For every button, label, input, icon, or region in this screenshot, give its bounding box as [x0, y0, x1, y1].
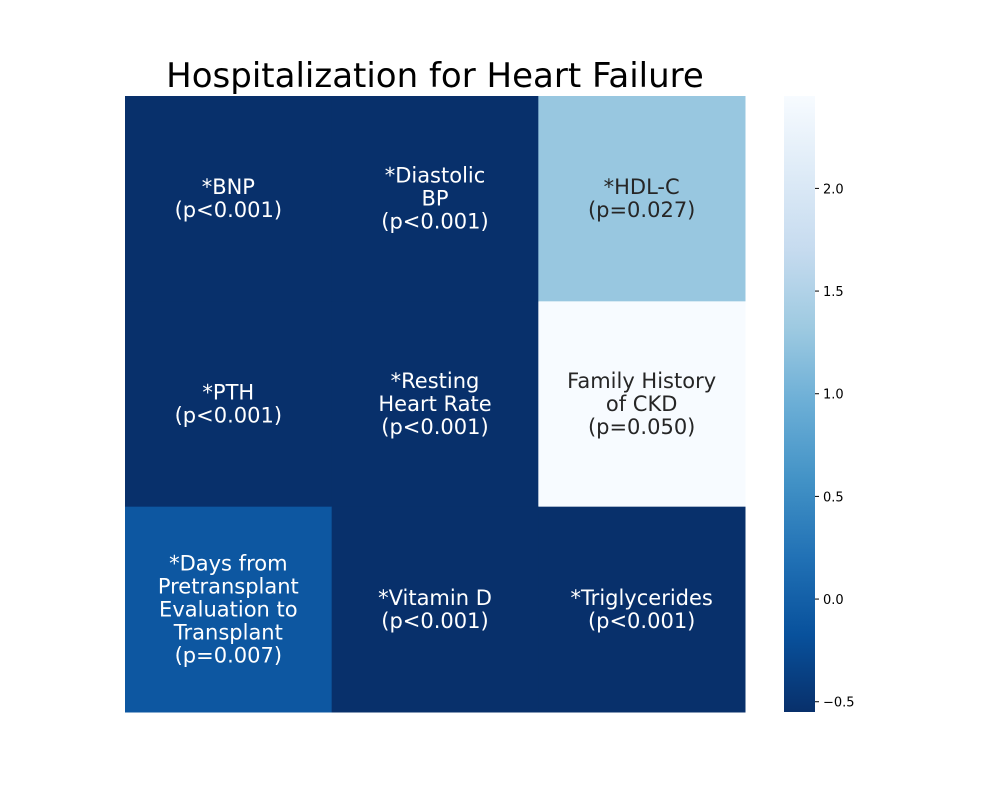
colorbar [784, 96, 815, 712]
heatmap-cell [538, 506, 746, 713]
colorbar-tick-label: 2.0 [823, 182, 844, 197]
heatmap-cell [125, 96, 333, 302]
colorbar-tick-label: 1.0 [823, 388, 844, 403]
heatmap-cell [331, 96, 539, 302]
cell-label: *HDL-C (p=0.027) [588, 175, 695, 222]
heatmap-cell [125, 301, 333, 508]
colorbar-tick-label: 1.5 [823, 285, 844, 300]
cell-label: *Triglycerides (p<0.001) [570, 586, 712, 633]
cell-label: *BNP (p<0.001) [175, 175, 282, 222]
colorbar-tick-label: 0.0 [823, 593, 844, 608]
heatmap-cell [538, 96, 746, 302]
heatmap-cell [331, 506, 539, 713]
colorbar-tick-label: 0.5 [823, 490, 844, 505]
heatmap-cell-labels: *BNP (p<0.001) *Diastolic BP (p<0.001) *HDL-C… [158, 164, 716, 668]
cell-label: Family History of CKD (p=0.050) [567, 369, 716, 439]
colorbar-ticks: −0.5 0.0 0.5 1.0 1.5 2.0 [815, 182, 855, 711]
heatmap-cell [331, 301, 539, 508]
cell-label: *Resting Heart Rate (p<0.001) [378, 369, 491, 439]
cell-label: *Vitamin D (p<0.001) [378, 586, 492, 633]
heatmap-cell [125, 506, 333, 713]
heatmap-cells [125, 96, 746, 713]
cell-label: *Days from Pretransplant Evaluation to Tran… [158, 551, 299, 667]
cell-label: *PTH (p<0.001) [175, 381, 282, 428]
cell-label: *Diastolic BP (p<0.001) [381, 164, 488, 234]
colorbar-tick-label: −0.5 [823, 696, 855, 711]
chart-title: Hospitalization for Heart Failure [166, 56, 704, 96]
heatmap-cell [538, 301, 746, 508]
